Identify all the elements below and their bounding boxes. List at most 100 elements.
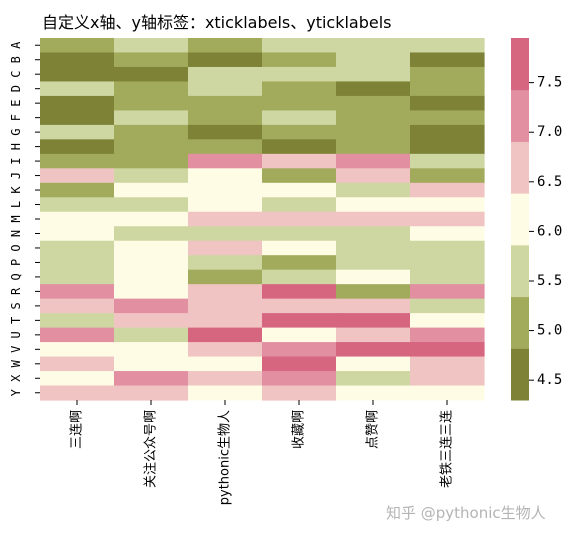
heatmap-cell (40, 81, 115, 97)
heatmap-cell (188, 153, 263, 169)
heatmap-cell (114, 313, 189, 329)
heatmap-cell (410, 110, 485, 126)
y-tick-label: M (9, 215, 23, 222)
colorbar-tick-label: 5.5 (537, 273, 562, 289)
heatmap-cell (188, 313, 263, 329)
heatmap-cell (188, 197, 263, 213)
heatmap-cell (262, 284, 337, 300)
heatmap-cell (410, 168, 485, 184)
heatmap-cell (114, 327, 189, 343)
heatmap-cell (336, 81, 411, 97)
heatmap-cell (336, 342, 411, 358)
heatmap-cell (40, 153, 115, 169)
heatmap-cell (114, 284, 189, 300)
heatmap-cell (262, 269, 337, 285)
heatmap-cell (114, 211, 189, 227)
y-tick-label: J (9, 172, 23, 179)
heatmap-cell (336, 327, 411, 343)
heatmap-cell (410, 95, 485, 111)
heatmap-cell (336, 52, 411, 68)
heatmap-cell (336, 38, 411, 54)
heatmap-cell (40, 110, 115, 126)
heatmap-cell (40, 124, 115, 140)
heatmap-cell (114, 255, 189, 271)
heatmap-cell (336, 313, 411, 329)
heatmap-cell (262, 327, 337, 343)
heatmap-cell (114, 371, 189, 387)
heatmap-cell (188, 124, 263, 140)
y-tick-label: Y (9, 388, 23, 396)
heatmap-cell (336, 197, 411, 213)
heatmap-cell (188, 95, 263, 111)
heatmap-cell (336, 110, 411, 126)
heatmap-cell (410, 240, 485, 256)
y-tick-label: C (9, 71, 23, 78)
y-tick-label: A (9, 41, 23, 49)
heatmap-cell (410, 327, 485, 343)
x-tick-label: 点赞啊 (366, 410, 381, 449)
heatmap-cell (40, 66, 115, 83)
heatmap-cell (262, 81, 337, 97)
heatmap-cell (336, 182, 411, 198)
heatmap-cell (40, 182, 115, 198)
x-tick-label: 老铁三连三连 (439, 410, 455, 488)
colorbar-segment (511, 244, 529, 298)
heatmap-cell (262, 38, 337, 54)
heatmap-cell (336, 255, 411, 271)
colorbar-segment (511, 141, 529, 194)
heatmap-cell (188, 327, 263, 343)
heatmap-cell (188, 342, 263, 358)
chart-title: 自定义x轴、y轴标签：xticklabels、yticklabels (42, 13, 392, 32)
colorbar-tick-label: 4.5 (537, 372, 562, 388)
y-tick-label: U (9, 331, 23, 338)
x-tick-label: 收藏啊 (292, 410, 307, 449)
heatmap-cell (262, 52, 337, 68)
x-tick-label: 三连啊 (69, 410, 85, 449)
heatmap-cell (336, 298, 411, 314)
heatmap-cell (114, 38, 189, 54)
heatmap-cell (40, 371, 115, 387)
heatmap-cells (40, 38, 485, 401)
heatmap-cell (188, 356, 263, 372)
heatmap-cell (262, 197, 337, 213)
heatmap-cell (410, 313, 485, 329)
heatmap-cell (188, 182, 263, 198)
colorbar-segment (511, 348, 529, 401)
colorbar-tick-label: 6.0 (537, 223, 562, 239)
y-tick-label: T (9, 317, 23, 324)
heatmap-cell (336, 385, 411, 401)
x-tick-label: 关注公众号啊 (144, 410, 159, 488)
y-tick-label: L (9, 201, 23, 208)
heatmap-cell (410, 182, 485, 198)
watermark: 知乎 @pythonic生物人 (386, 504, 546, 522)
heatmap-cell (40, 356, 115, 372)
heatmap-cell (262, 182, 337, 198)
heatmap-cell (188, 66, 263, 83)
heatmap-cell (114, 66, 189, 83)
heatmap-cell (40, 342, 115, 358)
y-tick-label: P (9, 259, 23, 266)
heatmap-cell (114, 226, 189, 242)
heatmap-cell (410, 284, 485, 300)
heatmap-cell (410, 298, 485, 314)
heatmap-cell (410, 356, 485, 372)
heatmap-cell (410, 66, 485, 83)
colorbar-segment (511, 38, 529, 91)
heatmap-cell (40, 95, 115, 111)
heatmap-cell (262, 240, 337, 256)
heatmap-cell (262, 385, 337, 401)
heatmap-cell (188, 81, 263, 97)
y-tick-label: F (9, 114, 23, 121)
heatmap-cell (262, 124, 337, 140)
heatmap-cell (336, 269, 411, 285)
heatmap-cell (410, 124, 485, 140)
heatmap-cell (114, 342, 189, 358)
heatmap-cell (262, 298, 337, 314)
heatmap-cell (262, 139, 337, 155)
heatmap-cell (188, 52, 263, 68)
heatmap-cell (410, 153, 485, 169)
heatmap-cell (40, 385, 115, 401)
heatmap-cell (336, 284, 411, 300)
